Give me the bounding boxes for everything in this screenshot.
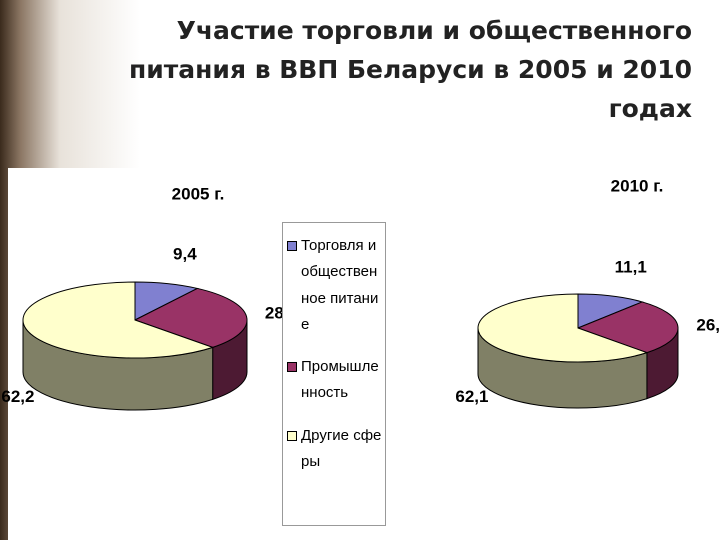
slice — [576, 301, 679, 354]
data-label: 62,1 — [455, 387, 488, 406]
slice — [22, 281, 215, 359]
slide-title: Участие торговли и общественного питания… — [129, 16, 692, 123]
legend: Торговля и общественное питание Промышлен… — [282, 222, 386, 526]
chart-title: 2010 г. — [611, 176, 664, 195]
legend-swatch — [287, 430, 297, 441]
data-label: 9,4 — [173, 244, 197, 263]
data-label: 62,2 — [1, 387, 34, 406]
legend-swatch — [287, 362, 297, 372]
slice — [133, 287, 248, 348]
legend-label: Другие сферы — [301, 426, 382, 470]
slice — [477, 293, 649, 363]
legend-swatch — [287, 241, 297, 251]
legend-item: Торговля и общественное питание — [287, 233, 383, 338]
data-label: 26,8 — [696, 315, 720, 334]
legend-item: Другие сферы — [287, 423, 383, 476]
legend-label: Торговля и общественное питание — [301, 237, 379, 333]
legend-label: Промышленность — [301, 358, 379, 402]
chart-title: 2005 г. — [172, 184, 225, 203]
legend-item: Промышленность — [287, 354, 383, 407]
data-label: 11,1 — [615, 257, 647, 276]
slice — [577, 293, 644, 329]
